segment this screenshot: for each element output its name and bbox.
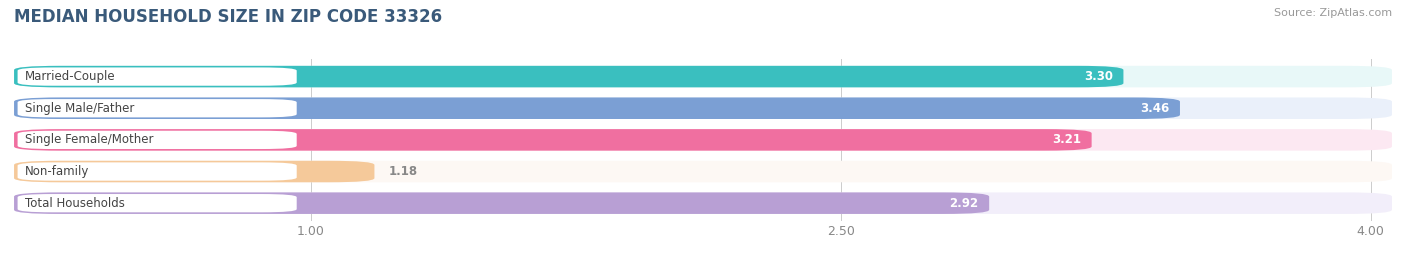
FancyBboxPatch shape	[18, 162, 297, 181]
Text: 1.18: 1.18	[388, 165, 418, 178]
Text: 2.92: 2.92	[949, 197, 979, 210]
Text: 3.30: 3.30	[1084, 70, 1112, 83]
FancyBboxPatch shape	[14, 97, 1392, 119]
FancyBboxPatch shape	[14, 129, 1392, 151]
FancyBboxPatch shape	[18, 131, 297, 149]
FancyBboxPatch shape	[14, 66, 1123, 87]
FancyBboxPatch shape	[18, 68, 297, 86]
FancyBboxPatch shape	[14, 192, 1392, 214]
FancyBboxPatch shape	[14, 161, 1392, 182]
FancyBboxPatch shape	[14, 161, 374, 182]
FancyBboxPatch shape	[18, 99, 297, 117]
Text: Married-Couple: Married-Couple	[25, 70, 115, 83]
FancyBboxPatch shape	[18, 194, 297, 212]
FancyBboxPatch shape	[14, 192, 990, 214]
Text: Total Households: Total Households	[25, 197, 125, 210]
Text: 3.46: 3.46	[1140, 102, 1170, 115]
Text: Non-family: Non-family	[25, 165, 89, 178]
FancyBboxPatch shape	[14, 129, 1091, 151]
Text: MEDIAN HOUSEHOLD SIZE IN ZIP CODE 33326: MEDIAN HOUSEHOLD SIZE IN ZIP CODE 33326	[14, 8, 441, 26]
Text: Single Male/Father: Single Male/Father	[25, 102, 134, 115]
Text: Single Female/Mother: Single Female/Mother	[25, 133, 153, 146]
FancyBboxPatch shape	[14, 66, 1392, 87]
Text: Source: ZipAtlas.com: Source: ZipAtlas.com	[1274, 8, 1392, 18]
FancyBboxPatch shape	[14, 97, 1180, 119]
Text: 3.21: 3.21	[1052, 133, 1081, 146]
